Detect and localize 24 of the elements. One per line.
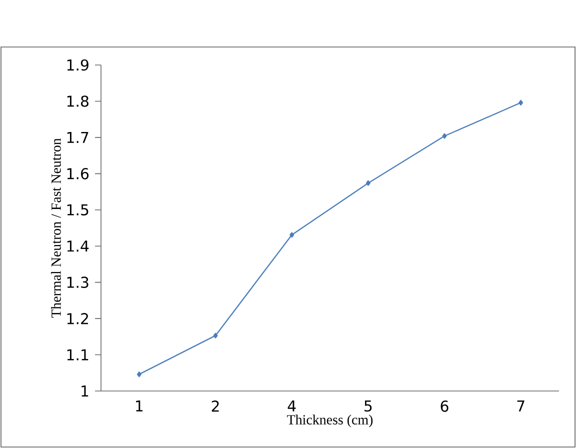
point [136, 372, 142, 378]
point [213, 332, 218, 338]
y-tick-label: 1.6 [67, 168, 89, 180]
point [518, 100, 524, 106]
y-tick-label: 1 [82, 386, 88, 396]
point [442, 133, 447, 139]
y-tick-label: 1.8 [67, 96, 88, 107]
x-axis-title: Thickness (cm) [287, 414, 373, 428]
point [366, 180, 370, 186]
x-tick-label: 5 [364, 400, 372, 412]
y-tick-label: 1.3 [67, 276, 88, 288]
x-tick-label: 6 [440, 400, 448, 412]
y-tick-label: 1.2 [67, 313, 88, 324]
x-tick-label: 4 [288, 400, 296, 412]
point [290, 232, 294, 238]
y-axis-title: Thermal Neutron / Fast Neutron [51, 138, 61, 318]
x-tick-label: 7 [517, 400, 524, 412]
y-tick-label: 1.1 [67, 349, 88, 360]
x-tick-label: 1 [136, 400, 143, 412]
y-tick-label: 1.4 [67, 240, 89, 252]
y-tick-label: 1.7 [67, 132, 88, 143]
x-tick-label: 2 [212, 400, 219, 412]
y-tick-label: 1.9 [67, 59, 88, 71]
y-tick-label: 1.5 [67, 204, 88, 216]
